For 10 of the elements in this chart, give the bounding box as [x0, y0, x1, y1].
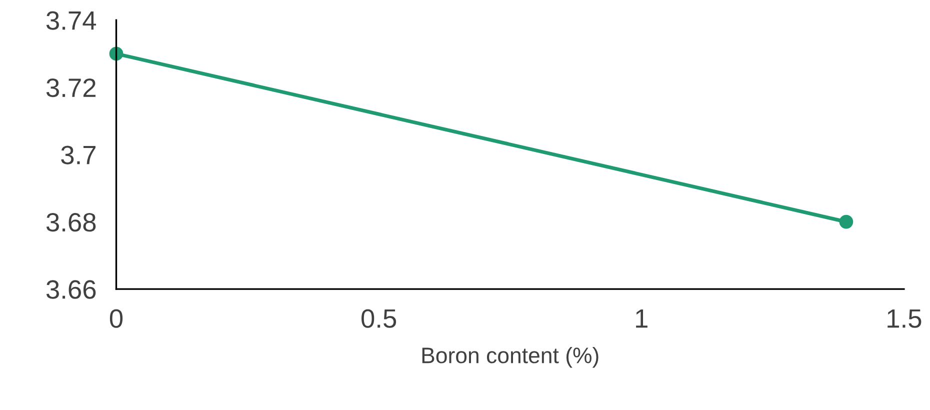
- y-tick-label: 3.66: [46, 280, 96, 299]
- x-tick-label: 0.5: [362, 309, 396, 328]
- x-tick-label: 1.5: [888, 309, 922, 328]
- x-tick-label: 0: [110, 309, 123, 328]
- y-tick-label: 3.68: [46, 212, 96, 232]
- x-axis-title: Boron content (%): [422, 346, 598, 368]
- x-tick-label: 1: [636, 309, 648, 328]
- y-tick-label: 3.7: [61, 146, 96, 164]
- y-tick-label: 3.74: [46, 11, 96, 30]
- y-tick-label: 3.72: [46, 78, 96, 98]
